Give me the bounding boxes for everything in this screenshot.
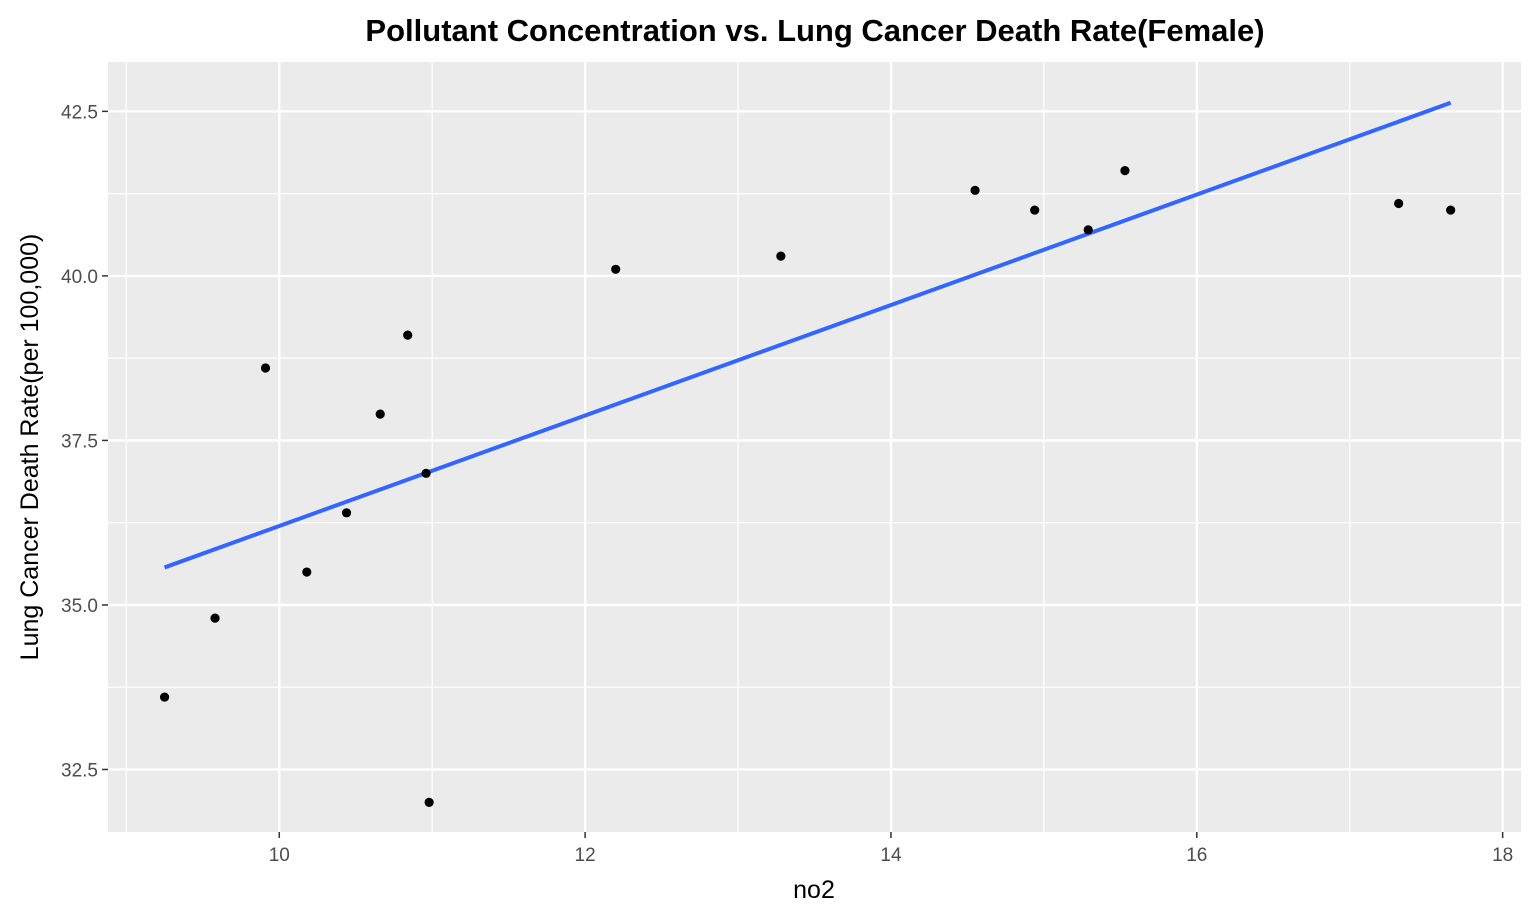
- x-tick-label: 18: [1492, 845, 1513, 866]
- minor-gridlines: [108, 62, 1521, 832]
- x-tick-label: 10: [269, 845, 290, 866]
- data-point: [970, 185, 980, 195]
- data-point: [159, 692, 170, 702]
- y-tick-label: 35.0: [61, 596, 98, 617]
- data-point: [260, 363, 271, 373]
- major-gridlines: [108, 62, 1521, 832]
- data-point: [1030, 205, 1040, 215]
- data-point: [302, 567, 312, 577]
- plot-panel: [108, 62, 1521, 832]
- y-tick-label: 37.5: [61, 431, 98, 452]
- data-point: [776, 251, 786, 261]
- x-axis-title: no2: [793, 876, 835, 904]
- data-point: [611, 264, 621, 274]
- data-point: [1394, 198, 1404, 209]
- data-point: [341, 508, 352, 518]
- regression-line: [163, 100, 1452, 570]
- data-point: [424, 797, 434, 807]
- data-point: [1120, 165, 1130, 176]
- data-points: [159, 165, 1456, 807]
- y-tick-label: 32.5: [61, 760, 98, 781]
- y-tick-label: 42.5: [61, 102, 98, 123]
- data-point: [1446, 205, 1456, 215]
- y-tick-label: 40.0: [61, 267, 98, 288]
- x-axis: 10 12 14 16 18: [269, 832, 1513, 866]
- fit-line-layer: [163, 100, 1452, 570]
- x-tick-label: 14: [880, 845, 902, 866]
- data-point: [375, 409, 385, 419]
- data-point: [210, 613, 220, 623]
- y-axis: 32.5 35.0 37.5 40.0 42.5: [61, 102, 108, 781]
- y-axis-title: Lung Cancer Death Rate(per 100,000): [16, 234, 44, 661]
- x-tick-label: 12: [575, 845, 596, 866]
- data-point: [421, 468, 431, 478]
- x-tick-label: 16: [1186, 845, 1207, 866]
- data-point: [1083, 225, 1093, 235]
- data-point: [403, 330, 413, 340]
- chart-title: Pollutant Concentration vs. Lung Cancer …: [365, 13, 1264, 48]
